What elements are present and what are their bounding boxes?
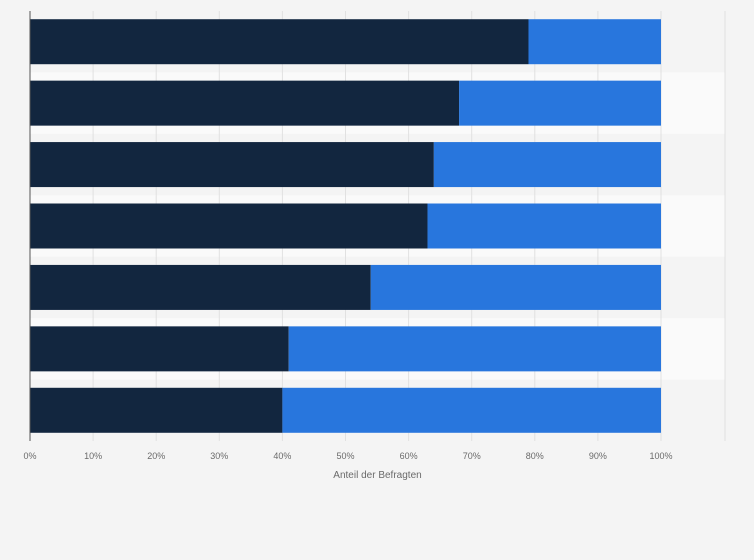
bar-segment	[370, 264, 661, 310]
x-tick-label: 80%	[526, 451, 544, 461]
bar-segment	[459, 80, 661, 126]
bar-segment	[427, 203, 661, 249]
bar-segment	[30, 80, 460, 126]
bar-segment	[528, 19, 661, 65]
x-tick-label: 0%	[23, 451, 36, 461]
x-axis-title: Anteil der Befragten	[333, 470, 421, 481]
bar-segment	[30, 264, 371, 310]
x-tick-label: 60%	[400, 451, 418, 461]
x-tick-label: 50%	[336, 451, 354, 461]
x-tick-label: 70%	[463, 451, 481, 461]
bar-segment	[30, 19, 529, 65]
x-tick-label: 40%	[273, 451, 291, 461]
x-tick-label: 10%	[84, 451, 102, 461]
x-tick-label: 90%	[589, 451, 607, 461]
bar-segment	[30, 387, 283, 433]
bars	[30, 19, 661, 433]
bar-segment	[30, 326, 289, 372]
x-tick-label: 20%	[147, 451, 165, 461]
bar-segment	[30, 203, 428, 249]
bar-segment	[433, 142, 661, 188]
bar-segment	[282, 387, 661, 433]
x-tick-label: 100%	[649, 451, 672, 461]
bar-segment	[288, 326, 661, 372]
x-tick-label: 30%	[210, 451, 228, 461]
x-tick-labels: 0% 10% 20% 30% 40% 50% 60% 70% 80% 90% 100%	[23, 451, 672, 461]
bar-segment	[30, 142, 434, 188]
